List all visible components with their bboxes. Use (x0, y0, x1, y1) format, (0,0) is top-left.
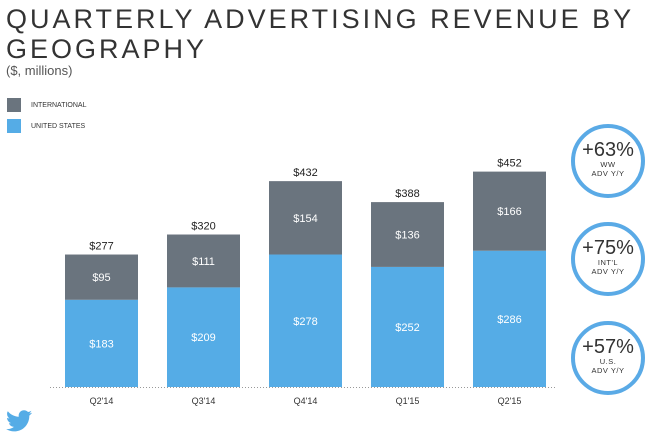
legend-united-states: UNITED STATES (7, 119, 85, 133)
legend-swatch (7, 98, 21, 112)
bar-united-states (65, 299, 138, 387)
bar-international (65, 254, 138, 300)
bar-international (167, 234, 240, 288)
data-label: $183 (89, 338, 113, 350)
data-label: $252 (395, 322, 419, 334)
chart-title: QUARTERLY ADVERTISING REVENUE BY GEOGRAP… (6, 4, 634, 64)
data-label: $278 (293, 316, 317, 328)
total-label: $388 (395, 188, 419, 200)
callout-intl: +75% INT'L ADV Y/Y (571, 222, 645, 296)
data-label: $286 (497, 314, 521, 326)
twitter-bird-icon (6, 410, 32, 432)
legend-swatch (7, 119, 21, 133)
callout-value: +63% (582, 139, 634, 161)
total-label: $277 (89, 241, 113, 253)
total-label: $320 (191, 221, 215, 233)
callout-label: ADV Y/Y (591, 366, 625, 375)
callout-label: ADV Y/Y (591, 169, 625, 178)
data-label: $95 (92, 272, 110, 284)
total-label: $452 (497, 158, 521, 170)
chart-subtitle: ($, millions) (6, 63, 73, 78)
bar-united-states (473, 250, 546, 387)
x-tick-label: Q2'15 (498, 396, 522, 406)
callout-label: ADV Y/Y (591, 267, 625, 276)
data-label: $136 (395, 230, 419, 242)
bar-united-states (167, 287, 240, 387)
x-tick-label: Q4'14 (294, 396, 318, 406)
total-label: $432 (293, 167, 317, 179)
bar-united-states (269, 254, 342, 387)
bar-international (269, 181, 342, 255)
x-tick-label: Q2'14 (90, 396, 114, 406)
data-label: $166 (497, 206, 521, 218)
data-label: $111 (192, 256, 215, 268)
callout-us: +57% U.S. ADV Y/Y (571, 321, 645, 395)
callout-value: +57% (582, 336, 634, 358)
bar-international (473, 171, 546, 251)
callout-label: WW (600, 160, 616, 169)
data-label: $154 (293, 213, 317, 225)
bar-international (371, 202, 444, 267)
legend-label: INTERNATIONAL (31, 101, 87, 109)
callout-value: +75% (582, 237, 634, 259)
x-tick-label: Q1'15 (396, 396, 420, 406)
callout-label: U.S. (599, 357, 617, 366)
x-tick-label: Q3'14 (192, 396, 216, 406)
bar-united-states (371, 266, 444, 387)
callout-label: INT'L (597, 258, 619, 267)
data-label: $209 (191, 332, 215, 344)
callout-ww: +63% WW ADV Y/Y (571, 124, 645, 198)
legend-label: UNITED STATES (31, 122, 86, 130)
legend-international: INTERNATIONAL (7, 98, 87, 112)
